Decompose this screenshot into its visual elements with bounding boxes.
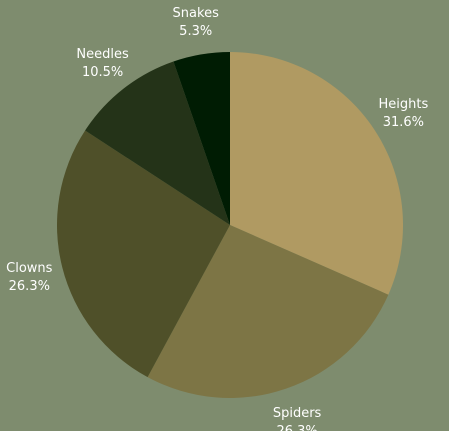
- slice-label-clowns: Clowns: [6, 261, 53, 276]
- pie-labels: Heights 31.6% Spiders 26.3% Clowns 26.3% Needl…: [6, 6, 428, 431]
- slice-label-needles: Needles: [76, 47, 129, 62]
- slice-label-heights: Heights: [379, 97, 429, 112]
- pie-slice-needles: [85, 61, 230, 225]
- slice-value-snakes: 5.3%: [179, 24, 212, 39]
- slice-label-spiders: Spiders: [273, 406, 322, 421]
- pie-slice-clowns: [57, 130, 231, 378]
- pie-slices: [57, 51, 404, 398]
- slice-value-spiders: 26.3%: [276, 424, 317, 431]
- slice-value-clowns: 26.3%: [9, 279, 50, 294]
- slice-value-heights: 31.6%: [383, 115, 424, 130]
- pie-slice-heights: [230, 51, 404, 295]
- slice-value-needles: 10.5%: [82, 65, 123, 80]
- pie-slice-spiders: [147, 225, 389, 398]
- pie-slice-snakes: [173, 52, 230, 225]
- slice-label-snakes: Snakes: [173, 6, 220, 21]
